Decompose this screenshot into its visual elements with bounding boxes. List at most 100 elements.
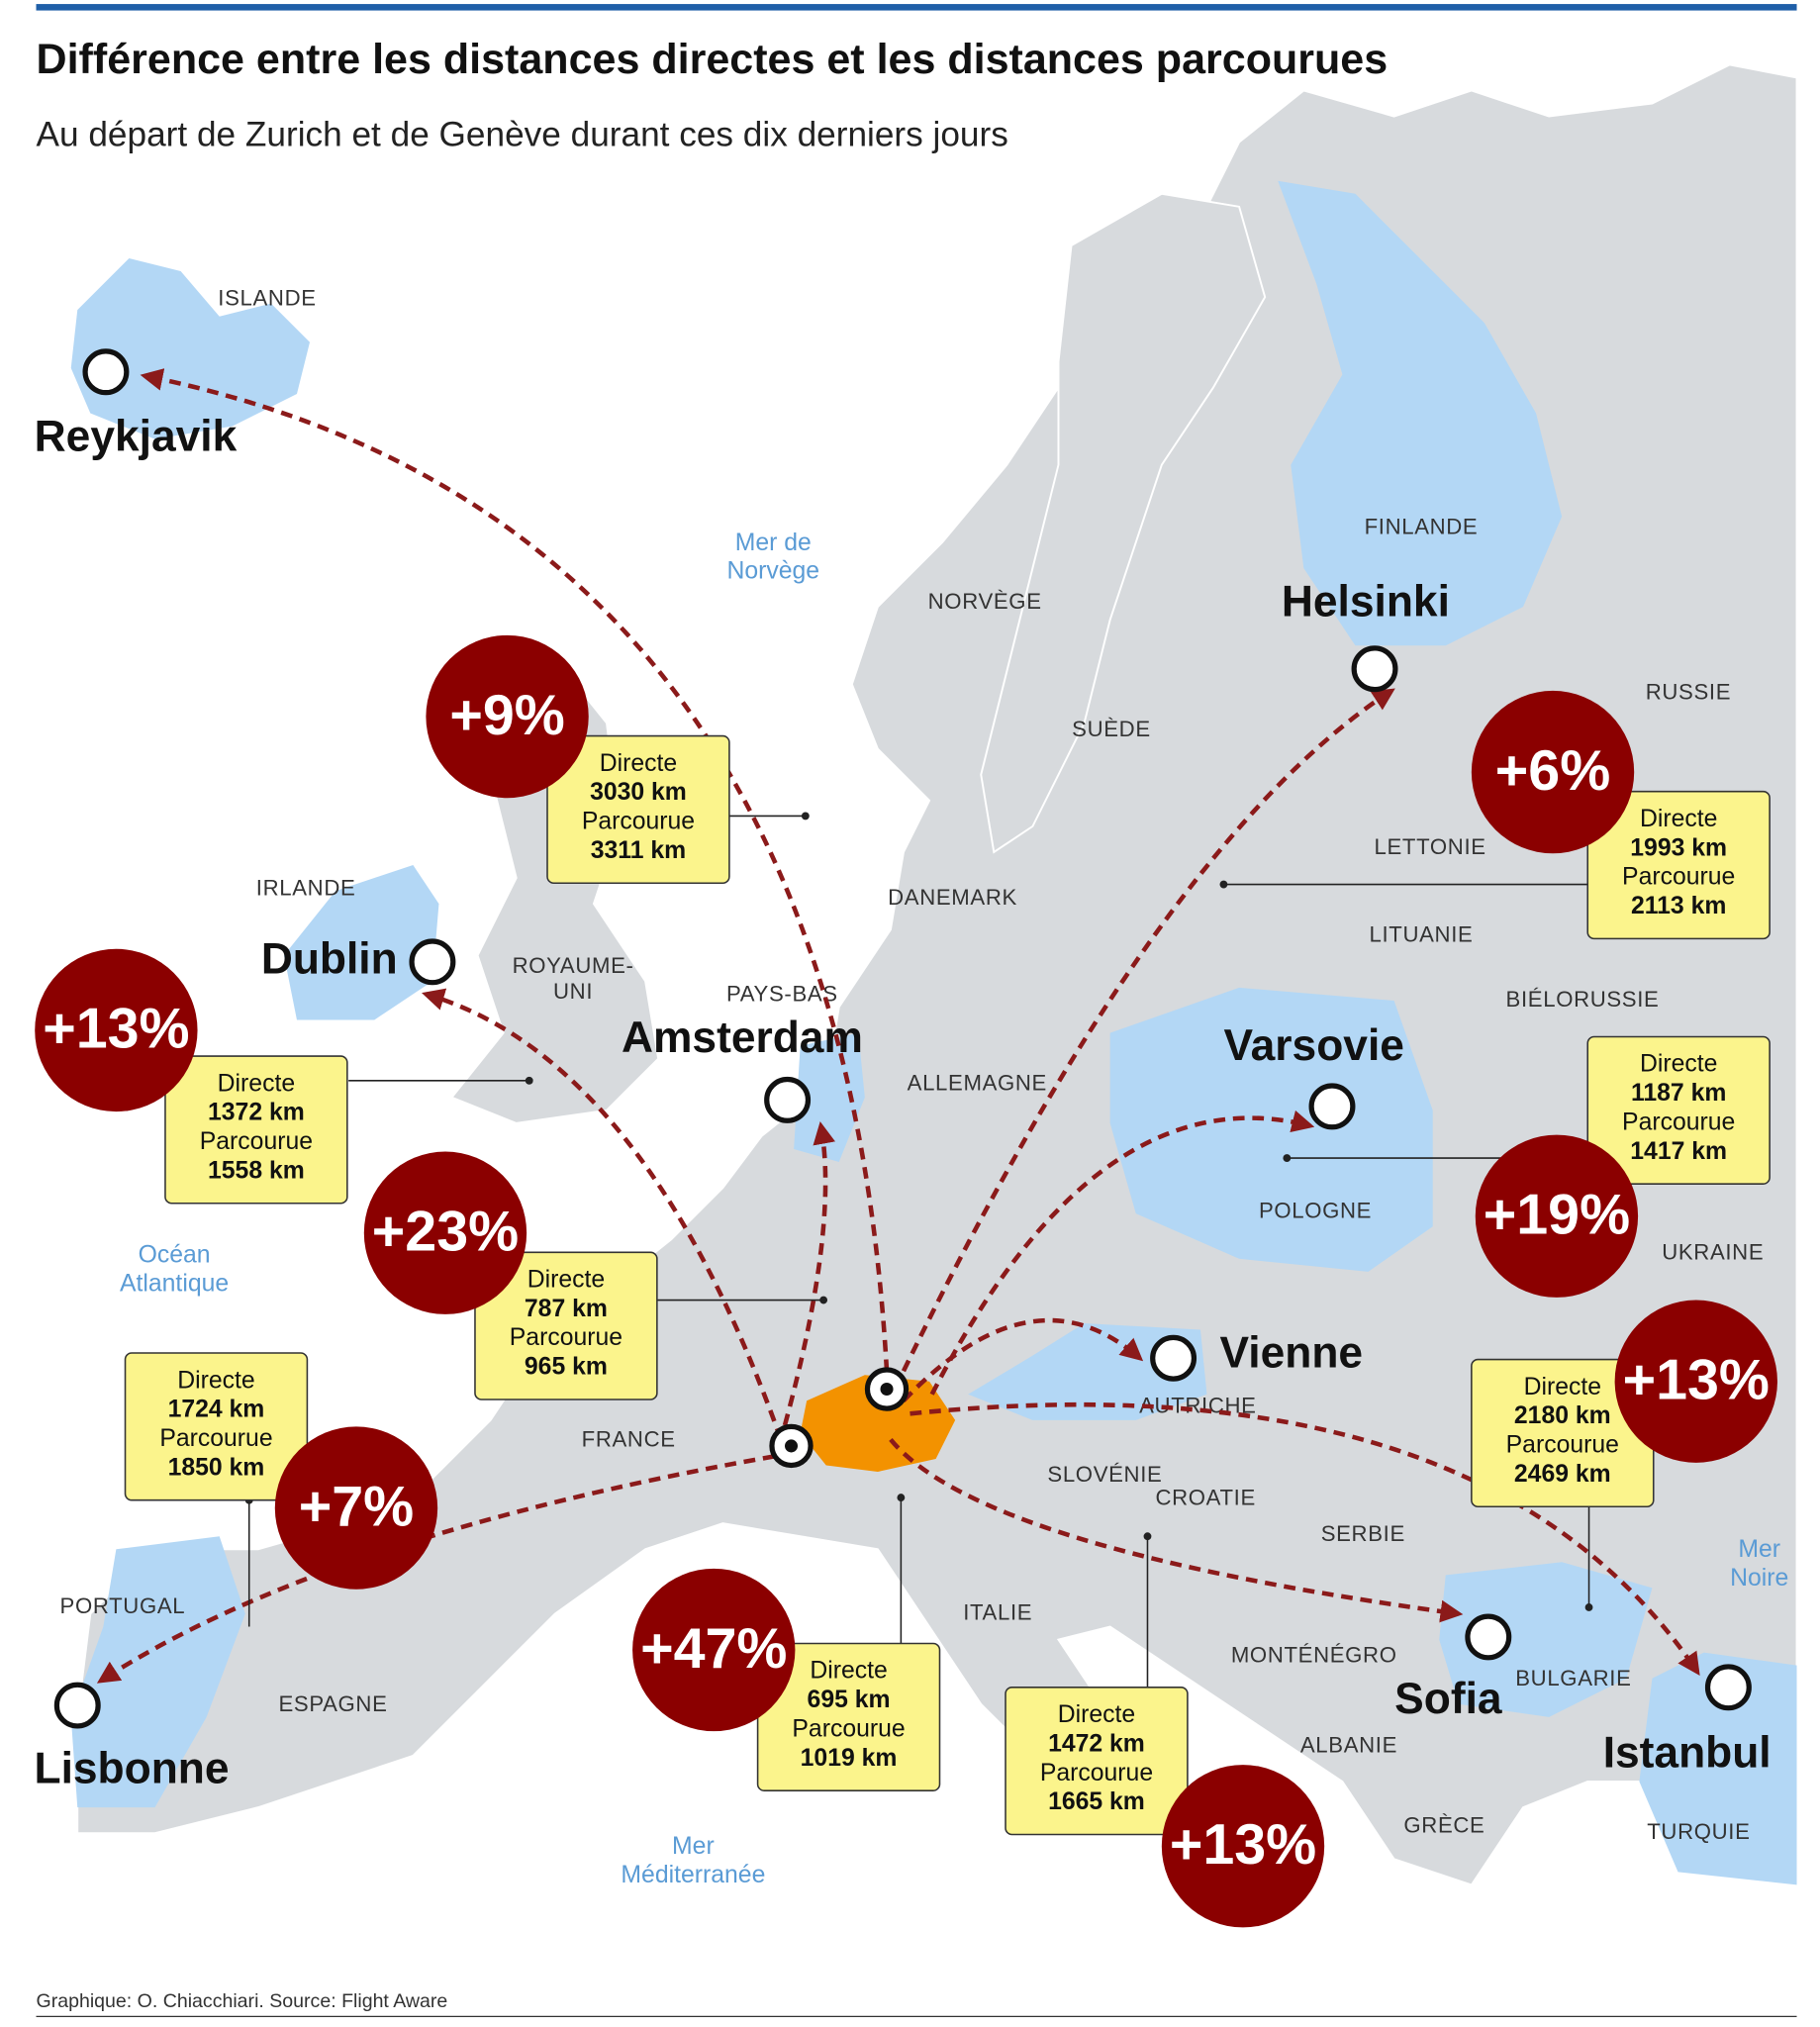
country-label: RUSSIE bbox=[1646, 679, 1731, 704]
top-rule bbox=[36, 4, 1797, 11]
change-badge bbox=[426, 634, 589, 799]
change-label: +47% bbox=[640, 1617, 787, 1681]
info-text: 3311 km bbox=[591, 837, 686, 864]
info-box bbox=[474, 1251, 658, 1400]
country-label: GRÈCE bbox=[1403, 1813, 1485, 1838]
change-badge bbox=[1614, 1300, 1777, 1463]
city-marker bbox=[1351, 645, 1398, 693]
land bbox=[70, 63, 1798, 1887]
flight-route bbox=[910, 1401, 1700, 1676]
change-label: +9% bbox=[449, 684, 564, 747]
info-box bbox=[1005, 1687, 1189, 1836]
leader-dot bbox=[1143, 1532, 1152, 1541]
info-text: Directe bbox=[810, 1658, 887, 1685]
flight-route bbox=[901, 688, 1395, 1373]
flight-route bbox=[889, 1437, 1464, 1623]
country-label: MONTÉNÉGRO bbox=[1231, 1642, 1397, 1667]
country-label: LITUANIE bbox=[1370, 922, 1474, 947]
country-label: LETTONIE bbox=[1375, 834, 1486, 859]
change-label: +23% bbox=[372, 1200, 519, 1263]
info-text: Directe bbox=[1640, 1051, 1717, 1078]
info-box bbox=[124, 1352, 309, 1501]
poland bbox=[1109, 987, 1433, 1272]
flight-route bbox=[422, 988, 784, 1441]
city-label: Vienne bbox=[1220, 1328, 1364, 1377]
country-label: POLOGNE bbox=[1259, 1199, 1372, 1223]
sea-label: Méditerranée bbox=[621, 1862, 765, 1888]
sea-label: Mer de bbox=[735, 530, 812, 556]
city-label: Istanbul bbox=[1603, 1729, 1772, 1778]
country-label: SERBIE bbox=[1321, 1521, 1405, 1546]
city-marker bbox=[82, 348, 130, 396]
leader-dot bbox=[801, 812, 810, 820]
info-text: Parcourue bbox=[1622, 1109, 1735, 1135]
source: Graphique: O. Chiacchiari. Source: Fligh… bbox=[37, 1990, 448, 2012]
info-text: 695 km bbox=[808, 1687, 891, 1713]
city-marker bbox=[53, 1682, 101, 1729]
country-label: ALBANIE bbox=[1300, 1733, 1397, 1758]
change-badge bbox=[632, 1568, 796, 1732]
info-text: 1187 km bbox=[1631, 1080, 1726, 1107]
sea-label: Atlantique bbox=[120, 1270, 229, 1297]
subtitle: Au départ de Zurich et de Genève durant … bbox=[37, 116, 1008, 154]
bulgaria bbox=[1439, 1562, 1653, 1717]
city-label: Dublin bbox=[261, 935, 398, 984]
info-text: Parcourue bbox=[510, 1324, 623, 1351]
city-marker bbox=[409, 938, 456, 986]
country-label: BIÉLORUSSIE bbox=[1506, 987, 1660, 1012]
info-text: Parcourue bbox=[159, 1425, 272, 1452]
city-label: Lisbonne bbox=[35, 1744, 230, 1792]
city-label: Sofia bbox=[1394, 1675, 1502, 1723]
city-marker bbox=[1150, 1334, 1197, 1382]
change-badge bbox=[274, 1426, 438, 1590]
info-text: Directe bbox=[600, 750, 677, 777]
sea-label: Norvège bbox=[726, 557, 819, 584]
finland bbox=[1278, 180, 1563, 646]
flight-route bbox=[782, 1120, 835, 1426]
change-badge bbox=[1471, 690, 1635, 854]
switzerland bbox=[800, 1375, 956, 1473]
netherlands bbox=[794, 1032, 865, 1162]
info-text: 1372 km bbox=[208, 1100, 305, 1126]
city-marker bbox=[1704, 1664, 1752, 1711]
info-text: 1850 km bbox=[168, 1454, 265, 1481]
iceland bbox=[70, 258, 311, 439]
city-marker bbox=[1465, 1613, 1512, 1661]
info-text: 1019 km bbox=[801, 1745, 898, 1772]
city-label: Reykjavik bbox=[35, 412, 238, 460]
change-label: +13% bbox=[1170, 1813, 1316, 1877]
country-label: CROATIE bbox=[1155, 1485, 1255, 1509]
country-label: SLOVÉNIE bbox=[1047, 1462, 1162, 1487]
leader-dot bbox=[1219, 880, 1228, 889]
info-text: 2113 km bbox=[1631, 893, 1726, 919]
ireland bbox=[283, 865, 439, 1020]
change-label: +13% bbox=[1623, 1348, 1770, 1411]
country-label: PORTUGAL bbox=[60, 1593, 186, 1618]
info-text: Directe bbox=[527, 1267, 605, 1294]
cities: Reykjavik Helsinki Dublin Varsovie Amsterdam… bbox=[35, 348, 1772, 1792]
country-label: TURQUIE bbox=[1647, 1819, 1750, 1844]
title: Différence entre les distances directes … bbox=[37, 36, 1389, 83]
change-badge bbox=[1161, 1765, 1325, 1928]
info-text: Directe bbox=[1524, 1374, 1601, 1400]
country-label: FRANCE bbox=[582, 1427, 676, 1452]
turkey bbox=[1639, 1652, 1797, 1885]
country-label: PAYS-BAS bbox=[726, 982, 838, 1007]
origin-dot bbox=[880, 1383, 894, 1397]
sea-label: Mer bbox=[1738, 1536, 1780, 1563]
austria bbox=[968, 1323, 1207, 1420]
info-text: 2469 km bbox=[1514, 1461, 1611, 1488]
country-label: ALLEMAGNE bbox=[908, 1071, 1047, 1096]
info-text: 965 km bbox=[525, 1354, 608, 1381]
country-label: ISLANDE bbox=[218, 286, 316, 311]
country-label: AUTRICHE bbox=[1139, 1394, 1256, 1418]
city-label: Helsinki bbox=[1282, 577, 1450, 626]
change-label: +7% bbox=[299, 1475, 414, 1538]
info-box bbox=[1586, 1035, 1771, 1185]
change-label: +19% bbox=[1484, 1184, 1630, 1247]
info-text: 1665 km bbox=[1048, 1788, 1145, 1815]
leader-dot bbox=[819, 1296, 828, 1304]
flight-route bbox=[902, 1317, 1144, 1402]
info-text: Directe bbox=[218, 1070, 295, 1097]
